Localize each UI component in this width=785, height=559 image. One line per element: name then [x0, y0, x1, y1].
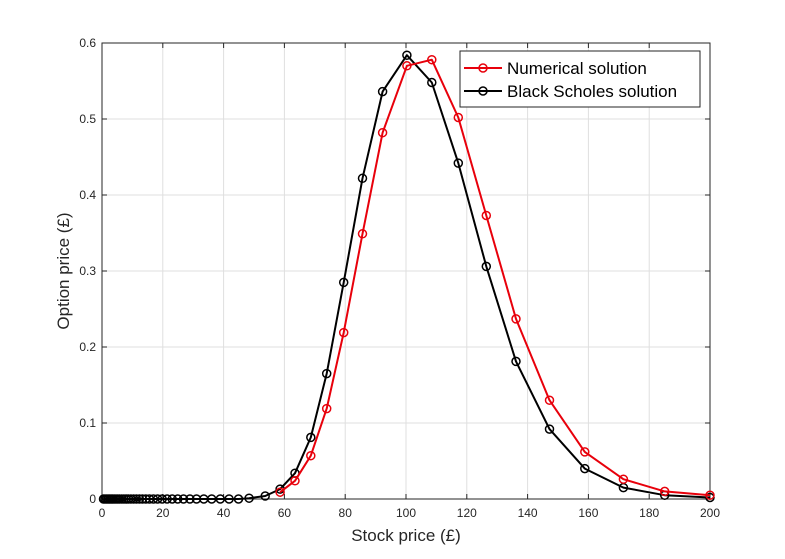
- grid-layer: [101, 42, 711, 500]
- data-point-numerical-solution: [453, 112, 464, 123]
- x-tick-label: 160: [578, 506, 598, 520]
- data-point-black-scholes-solution: [152, 494, 163, 504]
- data-point-numerical-solution: [357, 229, 368, 239]
- data-point-numerical-solution: [290, 476, 300, 486]
- x-tick-label: 180: [639, 506, 659, 520]
- series-black-scholes-solution: [98, 50, 715, 504]
- data-point-black-scholes-solution: [453, 158, 464, 168]
- x-tick-label: 100: [396, 506, 416, 520]
- data-point-black-scholes-solution: [427, 77, 437, 88]
- data-point-black-scholes-solution: [338, 277, 349, 288]
- tick-layer: 0 20 40 60 80 100 120 140 160 180 200 0 0.1 0.2 0.3 0.4…: [79, 36, 720, 520]
- data-point-black-scholes-solution: [167, 494, 177, 504]
- data-point-black-scholes-solution: [128, 494, 139, 504]
- data-point-black-scholes-solution: [306, 432, 316, 443]
- data-point-black-scholes-solution: [185, 494, 195, 504]
- y-tick-label: 0: [89, 492, 96, 506]
- data-point-black-scholes-solution: [224, 494, 234, 504]
- data-point-numerical-solution: [544, 395, 555, 405]
- x-tick-label: 20: [156, 506, 170, 520]
- data-point-black-scholes-solution: [162, 494, 172, 504]
- data-point-black-scholes-solution: [233, 494, 244, 504]
- data-point-black-scholes-solution: [148, 494, 159, 504]
- y-tick-label: 0.4: [79, 188, 96, 202]
- y-tick-label: 0.1: [79, 416, 96, 430]
- data-point-black-scholes-solution: [134, 494, 145, 504]
- data-point-black-scholes-solution: [377, 86, 388, 97]
- data-point-numerical-solution: [338, 327, 349, 338]
- x-tick-label: 140: [518, 506, 538, 520]
- y-tick-label: 0.6: [79, 36, 96, 50]
- legend-label-black-scholes: Black Scholes solution: [507, 82, 677, 101]
- data-point-numerical-solution: [402, 61, 412, 71]
- y-tick-label: 0.5: [79, 112, 96, 126]
- data-point-black-scholes-solution: [357, 173, 368, 184]
- data-point-numerical-solution: [306, 450, 316, 461]
- data-point-black-scholes-solution: [137, 494, 148, 504]
- legend-label-numerical: Numerical solution: [507, 59, 647, 78]
- data-point-black-scholes-solution: [580, 463, 590, 474]
- data-point-black-scholes-solution: [215, 494, 226, 504]
- x-tick-label: 120: [457, 506, 477, 520]
- legend-marker-numerical: [478, 63, 488, 73]
- data-point-black-scholes-solution: [244, 493, 254, 503]
- data-point-numerical-solution: [705, 490, 715, 500]
- x-tick-label: 0: [99, 506, 106, 520]
- data-point-numerical-solution: [659, 486, 670, 497]
- series-line-black-scholes-solution: [103, 54, 711, 500]
- x-tick-label: 40: [217, 506, 231, 520]
- legend-marker-black-scholes: [478, 86, 488, 96]
- series-numerical-solution: [275, 54, 715, 500]
- data-point-numerical-solution: [321, 403, 332, 414]
- data-point-numerical-solution: [377, 127, 388, 138]
- series-layer: [98, 50, 715, 504]
- data-point-black-scholes-solution: [131, 494, 142, 504]
- x-tick-label: 60: [278, 506, 292, 520]
- x-axis-label: Stock price (£): [351, 526, 461, 545]
- data-point-black-scholes-solution: [402, 50, 412, 60]
- y-tick-label: 0.2: [79, 340, 96, 354]
- legend-box: [459, 50, 701, 108]
- data-point-black-scholes-solution: [172, 494, 183, 504]
- data-point-black-scholes-solution: [481, 261, 492, 272]
- data-point-numerical-solution: [618, 474, 629, 484]
- data-point-black-scholes-solution: [260, 491, 270, 501]
- data-point-black-scholes-solution: [157, 494, 167, 504]
- data-point-black-scholes-solution: [511, 356, 521, 367]
- data-point-numerical-solution: [481, 210, 492, 221]
- y-axis-label: Option price (£): [54, 212, 73, 329]
- data-point-numerical-solution: [511, 314, 521, 324]
- data-point-numerical-solution: [427, 54, 437, 65]
- data-point-numerical-solution: [580, 447, 590, 457]
- data-point-black-scholes-solution: [178, 494, 189, 504]
- data-point-numerical-solution: [275, 487, 285, 497]
- legend: Numerical solution Black Scholes solutio…: [459, 50, 701, 108]
- x-tick-label: 80: [339, 506, 353, 520]
- y-tick-label: 0.3: [79, 264, 96, 278]
- series-line-numerical-solution: [279, 58, 711, 497]
- x-tick-label: 200: [700, 506, 720, 520]
- data-point-black-scholes-solution: [544, 424, 555, 434]
- data-point-black-scholes-solution: [321, 368, 332, 379]
